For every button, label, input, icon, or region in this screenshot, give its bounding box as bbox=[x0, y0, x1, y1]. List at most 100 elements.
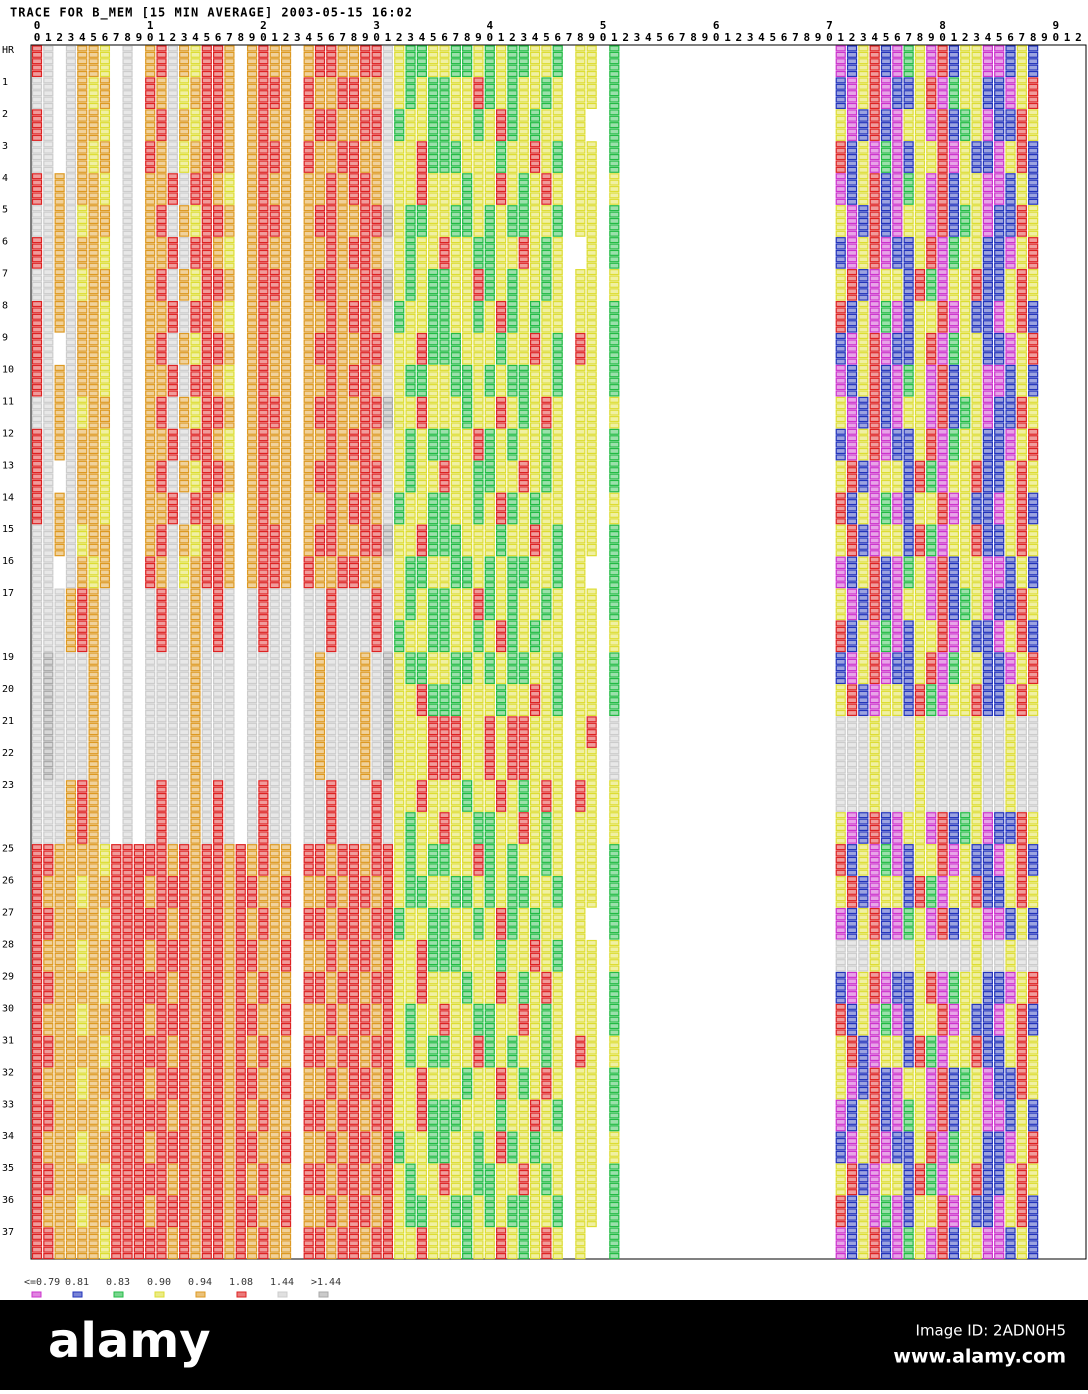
cell bbox=[835, 160, 846, 167]
cell bbox=[416, 441, 427, 448]
cell bbox=[280, 300, 292, 308]
cell bbox=[484, 192, 495, 199]
cell bbox=[167, 160, 178, 167]
cell bbox=[405, 377, 416, 384]
cell bbox=[609, 364, 620, 371]
cell bbox=[314, 467, 326, 474]
cell bbox=[371, 51, 382, 58]
cell bbox=[926, 435, 937, 442]
cell bbox=[88, 83, 99, 90]
cell bbox=[541, 192, 552, 199]
cell bbox=[337, 390, 348, 397]
cell bbox=[1028, 371, 1039, 378]
cell bbox=[994, 96, 1005, 103]
cell bbox=[246, 217, 258, 225]
x-tens-label: 1 bbox=[147, 19, 154, 32]
cell bbox=[326, 224, 337, 231]
cell bbox=[280, 288, 292, 295]
cell bbox=[552, 511, 563, 518]
cell bbox=[213, 371, 224, 378]
cell bbox=[416, 64, 427, 71]
cell bbox=[858, 332, 869, 340]
cell bbox=[77, 275, 88, 282]
cell bbox=[892, 345, 903, 352]
cell bbox=[960, 288, 971, 295]
cell bbox=[88, 505, 99, 512]
cell bbox=[190, 96, 201, 103]
cell bbox=[903, 479, 914, 486]
cell bbox=[326, 390, 337, 397]
cell bbox=[145, 58, 156, 65]
cell bbox=[1028, 345, 1039, 352]
cell bbox=[167, 550, 178, 557]
cell bbox=[416, 102, 427, 109]
cell bbox=[246, 115, 258, 122]
cell bbox=[88, 166, 99, 173]
cell bbox=[914, 409, 926, 416]
cell bbox=[326, 300, 337, 308]
cell bbox=[314, 422, 326, 429]
cell bbox=[892, 205, 903, 212]
cell bbox=[337, 249, 348, 256]
cell bbox=[314, 307, 326, 314]
cell bbox=[462, 505, 473, 512]
cell bbox=[31, 492, 43, 499]
cell bbox=[145, 479, 156, 486]
cell bbox=[348, 262, 360, 269]
cell bbox=[914, 313, 926, 320]
cell bbox=[484, 77, 495, 84]
cell bbox=[156, 109, 167, 116]
cell bbox=[337, 441, 348, 448]
cell bbox=[65, 224, 77, 231]
cell bbox=[167, 77, 178, 84]
x-unit-label: 3 bbox=[520, 31, 527, 44]
cell bbox=[880, 256, 892, 263]
cell bbox=[835, 185, 846, 193]
cell bbox=[382, 428, 394, 435]
cell bbox=[960, 134, 971, 141]
cell bbox=[858, 58, 869, 65]
cell bbox=[371, 313, 382, 320]
cell bbox=[496, 377, 507, 384]
cell bbox=[835, 147, 846, 154]
cell bbox=[575, 128, 586, 135]
cell bbox=[982, 243, 993, 250]
cell bbox=[869, 256, 880, 263]
cell bbox=[903, 243, 914, 250]
cell bbox=[382, 460, 394, 467]
cell bbox=[926, 384, 937, 391]
cell bbox=[156, 384, 167, 391]
cell bbox=[552, 237, 563, 244]
cell bbox=[609, 486, 620, 493]
cell bbox=[348, 505, 360, 512]
cell bbox=[122, 358, 133, 365]
cell bbox=[575, 396, 586, 403]
cell bbox=[77, 224, 88, 231]
cell bbox=[179, 147, 190, 154]
cell bbox=[948, 128, 960, 135]
cell bbox=[382, 154, 394, 161]
cell bbox=[145, 160, 156, 167]
cell bbox=[190, 249, 201, 256]
cell bbox=[303, 415, 314, 423]
cell bbox=[926, 230, 937, 237]
cell bbox=[914, 364, 926, 371]
cell bbox=[484, 249, 495, 256]
cell bbox=[1005, 185, 1016, 193]
cell bbox=[360, 237, 371, 244]
cell bbox=[880, 141, 892, 148]
cell bbox=[382, 294, 394, 301]
cell bbox=[994, 486, 1005, 493]
cell bbox=[507, 339, 518, 346]
x-unit-label: 6 bbox=[554, 31, 561, 44]
cell bbox=[360, 179, 371, 186]
cell bbox=[314, 332, 326, 340]
cell bbox=[552, 205, 563, 212]
cell bbox=[179, 160, 190, 167]
cell bbox=[269, 499, 280, 506]
cell bbox=[337, 486, 348, 493]
cell bbox=[586, 141, 597, 148]
cell bbox=[43, 377, 54, 384]
cell bbox=[179, 499, 190, 506]
cell bbox=[450, 134, 461, 141]
